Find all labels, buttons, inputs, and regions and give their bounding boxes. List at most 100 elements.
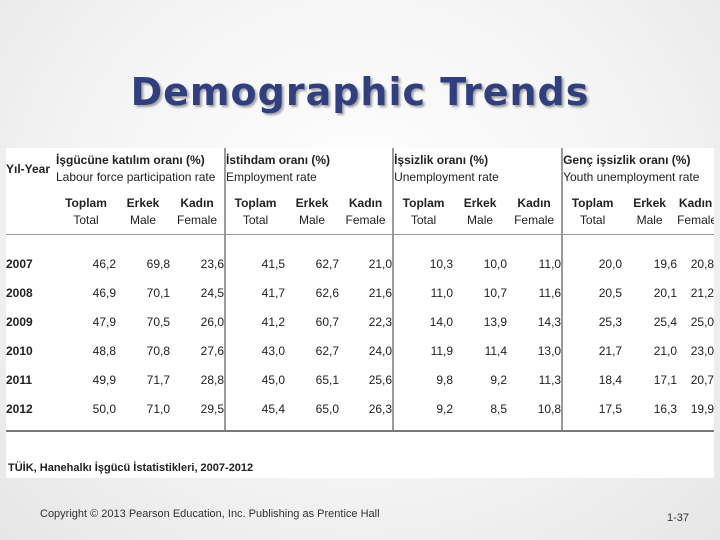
subheader-tr: Toplam <box>65 196 107 210</box>
subheader-tr: Toplam <box>571 196 614 210</box>
table-cell: 23,0 <box>690 343 714 358</box>
subheader-en: Female <box>514 213 555 227</box>
subheader-en: Male <box>467 213 494 227</box>
subheader-en: Total <box>242 213 269 227</box>
table-cell: 26,0 <box>200 314 225 329</box>
group-header-tr: İşsizlik oranı (%) <box>394 153 489 167</box>
table-cell: 8,5 <box>490 401 508 416</box>
table-cell: 11,4 <box>484 343 508 358</box>
slide-title: Demographic Trends <box>130 70 590 114</box>
copyright-footer: Copyright © 2013 Pearson Education, Inc.… <box>40 508 380 520</box>
group-header-en: Employment rate <box>226 170 317 184</box>
table-cell: 43,0 <box>224 336 286 365</box>
column-subheader: Erkek Male <box>622 190 678 235</box>
subheader-en: Male <box>299 213 326 227</box>
table-cell: 17,5 <box>561 394 623 423</box>
group-header-en: Unemployment rate <box>394 170 499 184</box>
table-cell: 70,8 <box>146 343 170 358</box>
group-header-employment: İstihdam oranı (%) Employment rate <box>224 148 394 190</box>
table-cell: 13,9 <box>483 314 508 329</box>
table-cell: 21,2 <box>690 285 714 300</box>
column-subheader: Toplam Total <box>56 190 116 235</box>
table-cell: 16,3 <box>653 401 678 416</box>
table-end-row <box>6 423 714 432</box>
subheader-en: Total <box>410 213 437 227</box>
table-cell: 22,3 <box>368 314 393 329</box>
table-cell: 45,0 <box>224 365 286 394</box>
spacer-row <box>6 234 714 249</box>
table-cell: 50,0 <box>92 401 116 416</box>
table-cell: 9,2 <box>392 394 454 423</box>
table-cell: 17,1 <box>653 372 678 387</box>
column-subheader: Erkek Male <box>453 190 508 235</box>
table-cell: 49,9 <box>92 372 116 387</box>
table-cell: 18,4 <box>561 365 623 394</box>
statistics-table-panel: Yıl-Year İşgücüne katılım oranı (%) Labo… <box>6 148 714 478</box>
subheader-tr: Kadın <box>678 196 713 210</box>
column-subheader: Kadın Female <box>170 190 226 235</box>
table-cell: 10,8 <box>537 401 562 416</box>
group-header-en: Labour force participation rate <box>56 170 216 184</box>
table-cell: 60,7 <box>315 314 340 329</box>
table-cell: 28,8 <box>200 372 225 387</box>
subheader-en: Total <box>73 213 99 227</box>
table-cell: 20,0 <box>561 249 623 278</box>
table-cell: 10,0 <box>483 256 508 271</box>
subheader-en: Male <box>636 213 663 227</box>
subheader-tr: Kadın <box>180 196 214 210</box>
year-header: Yıl-Year <box>6 162 51 176</box>
table-cell: 11,9 <box>392 336 454 365</box>
table-cell: 21,0 <box>653 343 678 358</box>
table-body: 2007 46,2 69,8 23,6 41,5 62,7 21,0 10,3 10,0 11,0… <box>6 249 714 432</box>
table-cell: 14,0 <box>392 307 454 336</box>
table-cell: 11,3 <box>538 372 562 387</box>
table-cell: 20,1 <box>653 285 678 300</box>
row-year: 2010 <box>6 343 33 358</box>
table-cell: 65,1 <box>315 372 340 387</box>
table-cell: 27,6 <box>200 343 225 358</box>
table-row: 2008 46,9 70,1 24,5 41,7 62,6 21,6 11,0 10,7 11,6… <box>6 278 714 307</box>
row-year: 2007 <box>6 256 33 271</box>
table-cell: 71,0 <box>146 401 170 416</box>
group-header-participation: İşgücüne katılım oranı (%) Labour force … <box>56 148 225 190</box>
subheader-tr: Kadın <box>348 196 383 210</box>
table-cell: 46,9 <box>92 285 116 300</box>
table-cell: 25,4 <box>653 314 678 329</box>
subheader-tr: Erkek <box>295 196 329 210</box>
subheader-en: Male <box>129 213 156 227</box>
table-cell: 25,6 <box>368 372 393 387</box>
row-year: 2012 <box>6 401 33 416</box>
table-cell: 62,7 <box>315 343 340 358</box>
table-source: TÜİK, Hanehalkı İşgücü İstatistikleri, 2… <box>8 462 254 474</box>
column-subheader: Toplam Total <box>392 190 454 235</box>
table-cell: 19,6 <box>653 256 678 271</box>
column-subheader: Kadın Female <box>507 190 563 235</box>
table-row: 2011 49,9 71,7 28,8 45,0 65,1 25,6 9,8 9,2 11,3 18… <box>6 365 714 394</box>
table-cell: 62,7 <box>315 256 340 271</box>
table-row: 2007 46,2 69,8 23,6 41,5 62,7 21,0 10,3 10,0 11,0… <box>6 249 714 278</box>
subheader-en: Female <box>345 213 386 227</box>
subheader-tr: Toplam <box>234 196 277 210</box>
table-row: 2012 50,0 71,0 29,5 45,4 65,0 26,3 9,2 8,5 10,8 17… <box>6 394 714 423</box>
row-year: 2008 <box>6 285 33 300</box>
table-cell: 11,0 <box>392 278 454 307</box>
table-cell: 21,0 <box>368 256 393 271</box>
table-cell: 71,7 <box>146 372 170 387</box>
table-cell: 46,2 <box>92 256 116 271</box>
column-subheader: Kadın Female <box>339 190 394 235</box>
table-cell: 41,7 <box>224 278 286 307</box>
table-cell: 10,7 <box>483 285 508 300</box>
table-cell: 20,7 <box>690 372 714 387</box>
group-header-tr: İşgücüne katılım oranı (%) <box>56 153 205 167</box>
subheader-tr: Toplam <box>402 196 445 210</box>
table-cell: 45,4 <box>224 394 286 423</box>
subheader-row: Toplam Total Erkek Male Kadın Female Toplam Tot… <box>6 190 714 235</box>
table-cell: 21,7 <box>561 336 623 365</box>
row-year: 2009 <box>6 314 33 329</box>
page-number: 1-37 <box>667 512 690 524</box>
table-row: 2010 48,8 70,8 27,6 43,0 62,7 24,0 11,9 11,4 13,0… <box>6 336 714 365</box>
table-cell: 24,5 <box>200 285 225 300</box>
column-subheader: Kadın Female <box>677 190 714 235</box>
table-row: 2009 47,9 70,5 26,0 41,2 60,7 22,3 14,0 13,9 14,3… <box>6 307 714 336</box>
table-cell: 62,6 <box>315 285 340 300</box>
